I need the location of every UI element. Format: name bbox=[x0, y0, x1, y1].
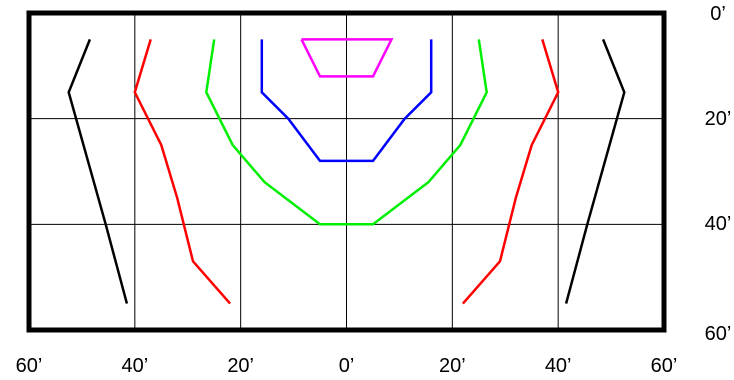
series-line-3 bbox=[133, 39, 232, 305]
x-tick-label: 20’ bbox=[439, 355, 466, 377]
y-tick-label: 20’ bbox=[705, 108, 732, 130]
x-axis-tick-labels: 60’ 40’ 20’ 0’ 20’ 40’ 60’ bbox=[16, 355, 678, 377]
x-tick-label: 60’ bbox=[651, 355, 678, 377]
grid bbox=[29, 13, 664, 330]
series-line-4 bbox=[461, 39, 560, 305]
series-line-2 bbox=[564, 38, 626, 304]
x-tick-label: 40’ bbox=[121, 355, 148, 377]
x-tick-label: 0’ bbox=[339, 355, 355, 377]
series-layer bbox=[67, 38, 626, 305]
y-axis-tick-labels: 0’ 20’ 40’ 60’ bbox=[705, 3, 732, 345]
series-line-1 bbox=[67, 38, 129, 304]
plot-frame bbox=[26, 10, 667, 333]
series-line-5 bbox=[205, 39, 488, 226]
series-line-6 bbox=[260, 39, 433, 163]
x-tick-label: 40’ bbox=[545, 355, 572, 377]
series-line-7 bbox=[300, 38, 394, 78]
y-tick-label: 40’ bbox=[705, 213, 732, 235]
x-tick-label: 60’ bbox=[16, 355, 43, 377]
y-tick-label: 60’ bbox=[705, 323, 732, 345]
x-tick-label: 20’ bbox=[227, 355, 254, 377]
y-tick-label: 0’ bbox=[710, 3, 726, 25]
